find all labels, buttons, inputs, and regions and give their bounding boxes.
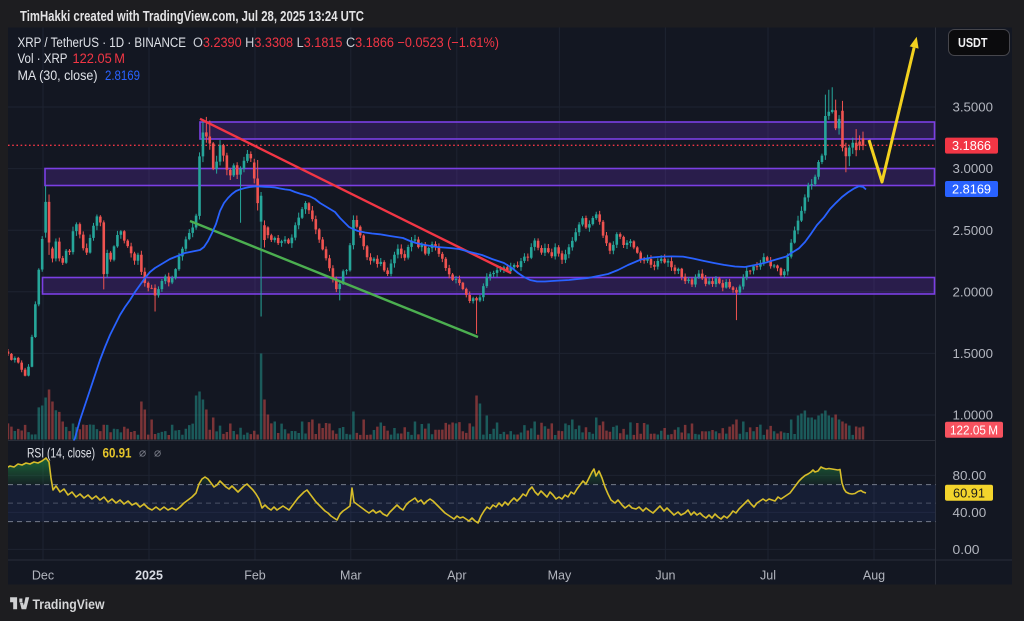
- svg-text:RSI (14, close): RSI (14, close): [27, 445, 95, 460]
- svg-text:1.5000: 1.5000: [953, 346, 994, 361]
- svg-text:60.91: 60.91: [103, 445, 132, 460]
- svg-text:Apr: Apr: [447, 569, 466, 583]
- svg-text:3.5000: 3.5000: [953, 100, 994, 115]
- svg-text:Dec: Dec: [32, 569, 54, 583]
- svg-text:3.1866: 3.1866: [952, 138, 991, 153]
- svg-text:O3.2390 H3.3308 L3.1815 C3.186: O3.2390 H3.3308 L3.1815 C3.1866 −0.0523 …: [193, 35, 499, 50]
- svg-text:Feb: Feb: [244, 569, 266, 583]
- svg-text:2.5000: 2.5000: [953, 223, 994, 238]
- svg-text:Vol · XRP: Vol · XRP: [18, 51, 68, 66]
- svg-text:1.0000: 1.0000: [953, 408, 994, 423]
- svg-text:USDT: USDT: [958, 35, 988, 50]
- svg-text:⌀: ⌀: [154, 446, 161, 460]
- svg-text:TradingView: TradingView: [33, 596, 105, 612]
- svg-text:2.0000: 2.0000: [953, 284, 994, 299]
- svg-text:XRP / TetherUS · 1D · BINANCE: XRP / TetherUS · 1D · BINANCE: [18, 35, 187, 50]
- svg-text:Aug: Aug: [863, 569, 885, 583]
- svg-text:0.00: 0.00: [953, 542, 980, 557]
- svg-text:Jul: Jul: [760, 569, 776, 583]
- svg-text:40.00: 40.00: [953, 505, 987, 520]
- svg-text:⌀: ⌀: [139, 446, 146, 460]
- svg-text:Mar: Mar: [340, 569, 362, 583]
- svg-text:122.05 M: 122.05 M: [73, 51, 126, 66]
- svg-text:3.0000: 3.0000: [953, 161, 994, 176]
- svg-text:80.00: 80.00: [953, 468, 987, 483]
- svg-text:2.8169: 2.8169: [952, 182, 991, 197]
- svg-text:TimHakki created with TradingV: TimHakki created with TradingView.com, J…: [20, 9, 364, 25]
- svg-text:2025: 2025: [135, 569, 163, 583]
- svg-text:60.91: 60.91: [953, 485, 985, 500]
- svg-text:MA (30, close): MA (30, close): [18, 68, 98, 83]
- svg-text:Jun: Jun: [655, 569, 675, 583]
- svg-text:122.05 M: 122.05 M: [950, 422, 998, 437]
- svg-text:2.8169: 2.8169: [105, 68, 140, 83]
- svg-text:May: May: [548, 569, 572, 583]
